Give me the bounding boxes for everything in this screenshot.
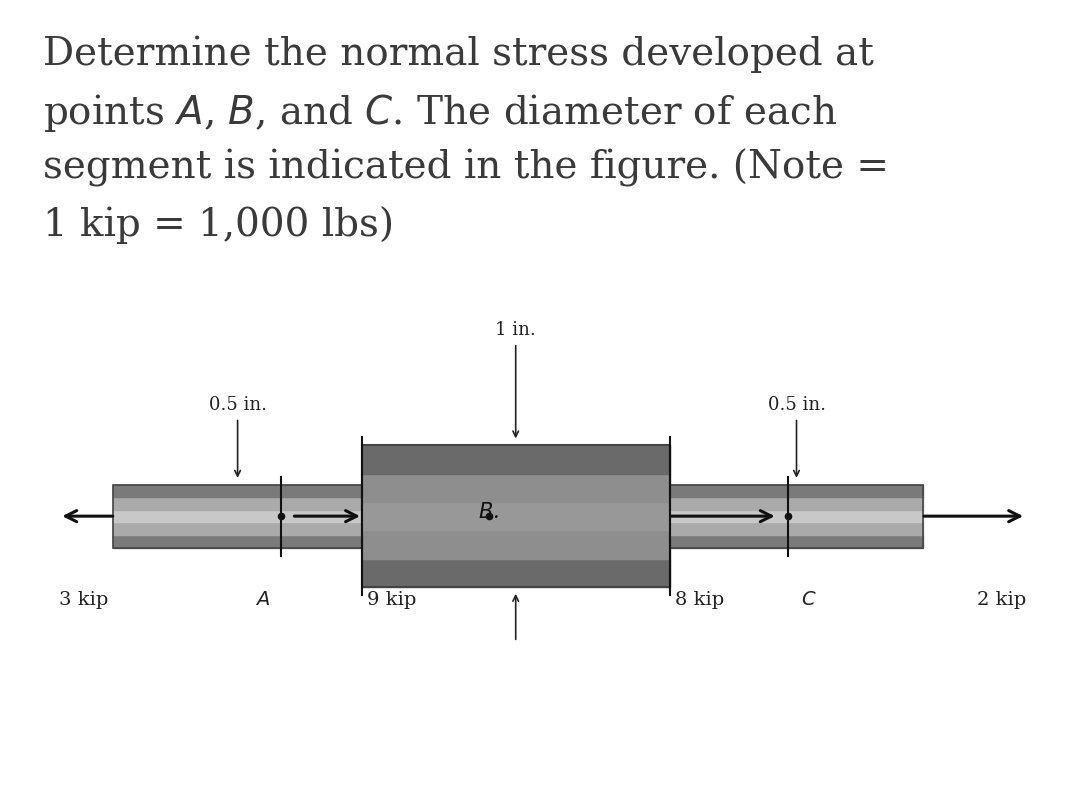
- Text: 2 kip: 2 kip: [976, 591, 1026, 609]
- Bar: [362, 530, 670, 559]
- Bar: [670, 522, 923, 535]
- Text: $A$: $A$: [255, 591, 270, 609]
- Bar: [362, 445, 670, 587]
- Bar: [670, 510, 923, 522]
- Text: 0.5 in.: 0.5 in.: [768, 396, 825, 414]
- Text: Determine the normal stress developed at: Determine the normal stress developed at: [43, 35, 874, 73]
- Bar: [670, 535, 923, 548]
- Bar: [362, 559, 670, 587]
- Bar: [113, 485, 362, 497]
- Text: 0.5 in.: 0.5 in.: [208, 396, 267, 414]
- Bar: [113, 510, 362, 522]
- Text: 1 in.: 1 in.: [496, 321, 536, 339]
- Bar: [670, 497, 923, 510]
- Bar: [362, 445, 670, 474]
- Text: 1 kip = 1,000 lbs): 1 kip = 1,000 lbs): [43, 206, 394, 243]
- Text: $C$: $C$: [801, 591, 816, 609]
- Text: $B$.: $B$.: [478, 502, 499, 522]
- Bar: [670, 485, 923, 497]
- Text: 3 kip: 3 kip: [59, 591, 109, 609]
- Bar: [113, 535, 362, 548]
- Bar: [113, 497, 362, 510]
- Text: 9 kip: 9 kip: [367, 591, 417, 609]
- Text: segment is indicated in the figure. (Note =: segment is indicated in the figure. (Not…: [43, 149, 889, 188]
- Text: 8 kip: 8 kip: [675, 591, 725, 609]
- Bar: [362, 502, 670, 530]
- Bar: [362, 474, 670, 502]
- Text: points $A$, $B$, and $C$. The diameter of each: points $A$, $B$, and $C$. The diameter o…: [43, 92, 837, 134]
- Bar: [113, 522, 362, 535]
- Bar: [670, 485, 923, 548]
- Bar: [113, 485, 362, 548]
